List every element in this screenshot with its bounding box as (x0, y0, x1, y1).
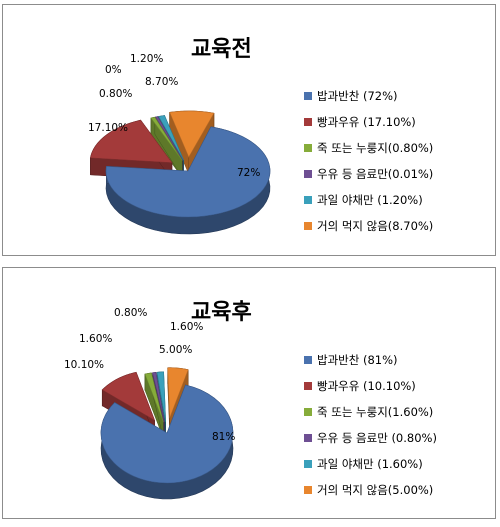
after-legend-swatch-rice-side (304, 356, 312, 364)
legend-before: 밥과반찬 (72%) 빵과우유 (17.10%) 죽 또는 누룽지(0.80%) 우유… (304, 89, 433, 233)
before-legend-swatch-fruit-veg (304, 196, 312, 204)
after-legend-swatch-fruit-veg (304, 460, 312, 468)
before-legend-swatch-bread-milk (304, 118, 312, 126)
after-legend-swatch-drink-only (304, 434, 312, 442)
before-data-label-bread-milk: 17.10% (88, 122, 128, 134)
chart-title-after: 교육후 (191, 300, 252, 325)
before-data-label-drink-only: 0% (105, 64, 122, 76)
after-legend-label-drink-only: 우유 등 음료만 (0.80%) (317, 431, 437, 445)
pie-slices-after (100, 367, 234, 500)
pie-chart-before: 교육전 72% 17.10% 0.80% 0% 1.20% 8.70% 밥과반찬 (72%… (88, 37, 433, 235)
after-legend-label-bread-milk: 빵과우유 (10.10%) (317, 379, 416, 393)
after-data-label-porridge: 1.60% (79, 333, 112, 345)
before-legend-swatch-rice-side (304, 92, 312, 100)
after-data-label-rarely-eat: 5.00% (159, 344, 192, 356)
pie-slices-before (90, 110, 271, 235)
after-data-label-rice-side: 81% (212, 431, 235, 443)
before-slice-rice-side (105, 126, 271, 235)
before-legend-swatch-rarely-eat (304, 222, 312, 230)
before-legend-swatch-drink-only (304, 170, 312, 178)
after-slice-porridge (144, 372, 164, 439)
after-legend-label-fruit-veg: 과일 야채만 (1.60%) (317, 457, 423, 471)
before-legend-label-rice-side: 밥과반찬 (72%) (317, 89, 398, 103)
before-slice-porridge (150, 116, 183, 179)
after-data-label-fruit-veg: 1.60% (170, 321, 203, 333)
after-slice-rice-side (100, 384, 234, 500)
before-legend-label-bread-milk: 빵과우유 (17.10%) (317, 115, 416, 129)
legend-after: 밥과반찬 (81%) 빵과우유 (10.10%) 죽 또는 누룽지(1.60%) 우유… (304, 353, 437, 497)
before-legend-label-rarely-eat: 거의 먹지 않음(8.70%) (317, 219, 433, 233)
after-legend-label-rarely-eat: 거의 먹지 않음(5.00%) (317, 483, 433, 497)
before-data-label-rice-side: 72% (237, 167, 260, 179)
data-labels-before: 72% 17.10% 0.80% 0% 1.20% 8.70% (88, 53, 260, 179)
chart-panel-before: 교육전 72% 17.10% 0.80% 0% 1.20% 8.70% 밥과반찬 (72%… (2, 4, 496, 256)
before-data-label-porridge: 0.80% (99, 88, 132, 100)
before-legend-label-fruit-veg: 과일 야채만 (1.20%) (317, 193, 423, 207)
after-legend-swatch-rarely-eat (304, 486, 312, 494)
after-legend-label-rice-side: 밥과반찬 (81%) (317, 353, 398, 367)
after-legend-label-porridge: 죽 또는 누룽지(1.60%) (317, 405, 433, 419)
after-data-label-drink-only: 0.80% (114, 307, 147, 319)
before-legend-swatch-porridge (304, 144, 312, 152)
before-legend-label-porridge: 죽 또는 누룽지(0.80%) (317, 141, 433, 155)
after-data-label-bread-milk: 10.10% (64, 359, 104, 371)
after-legend-swatch-porridge (304, 408, 312, 416)
before-data-label-fruit-veg: 1.20% (130, 53, 163, 65)
before-legend-label-drink-only: 우유 등 음료만(0.01%) (317, 167, 433, 181)
pie-chart-after: 교육후 81% 10.10% 1.60% 0.80% 1.60% 5.00% 밥과반찬 (… (64, 300, 437, 500)
chart-panel-after: 교육후 81% 10.10% 1.60% 0.80% 1.60% 5.00% 밥과반찬 (… (2, 267, 496, 519)
before-data-label-rarely-eat: 8.70% (145, 76, 178, 88)
data-labels-after: 81% 10.10% 1.60% 0.80% 1.60% 5.00% (64, 307, 235, 443)
chart-title-before: 교육전 (191, 37, 252, 62)
after-legend-swatch-bread-milk (304, 382, 312, 390)
